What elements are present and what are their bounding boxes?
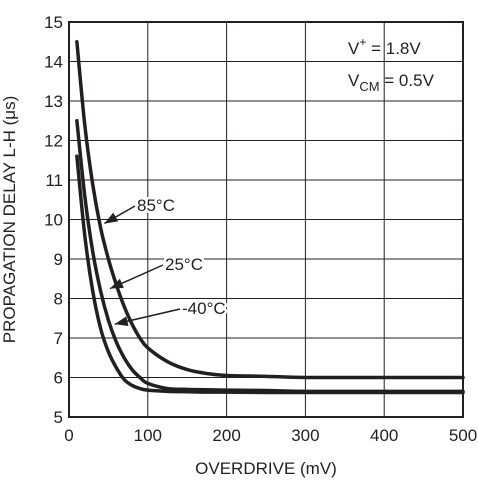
x-tick-label: 100 [134,426,162,445]
y-tick-label: 14 [44,53,63,72]
y-tick-label: 15 [44,13,63,32]
series-line [75,154,465,395]
y-axis-label: PROPAGATION DELAY L-H (μs) [0,96,19,344]
annotation-halo: -40°C [182,299,226,318]
y-tick-label: 12 [44,132,63,151]
annotation-label: 25°C [165,255,203,274]
y-tick-label: 10 [44,211,63,230]
annotation-label: -40°C [182,299,226,318]
series-line [75,40,465,380]
x-axis-label: OVERDRIVE (mV) [195,459,337,478]
vcm-symbol: V [348,71,360,90]
series-lines [75,40,465,395]
annotation-label: 85°C [137,196,175,215]
supply-symbol: V [348,39,360,58]
x-tick-label: 200 [212,426,240,445]
annotations: 85°C85°C25°C25°C-40°C-40°C [104,194,228,327]
x-tick-label: 0 [64,426,73,445]
supply-value: = 1.8V [366,39,421,58]
y-tick-label: 11 [45,171,63,190]
vcm-subscript: CM [359,79,379,94]
annotation-arrowhead [114,316,129,327]
condition-common-mode-voltage: VCM = 0.5V [348,71,435,94]
y-tick-label: 13 [44,92,63,111]
annotation-halo: 85°C [137,196,175,215]
y-tick-label: 6 [54,369,63,388]
x-tick-label: 400 [370,426,398,445]
tick-labels: 0 100 200 300 400 500 5 6 7 8 9 10 11 12 13 14 15 [44,13,477,445]
y-tick-label: 8 [54,290,63,309]
plot-frame [68,21,464,418]
annotation-arrowhead [109,278,124,289]
annotation-arrowhead [104,212,119,224]
x-tick-label: 500 [449,426,477,445]
x-tick-label: 300 [291,426,319,445]
condition-supply-voltage: V+ = 1.8V [348,35,421,58]
series-line [75,119,465,394]
supply-superscript: + [359,35,366,49]
y-tick-label: 9 [54,250,63,269]
annotation-halo: 25°C [165,255,203,274]
vcm-value: = 0.5V [380,71,435,90]
y-tick-label: 5 [54,408,63,427]
y-tick-label: 7 [54,329,63,348]
